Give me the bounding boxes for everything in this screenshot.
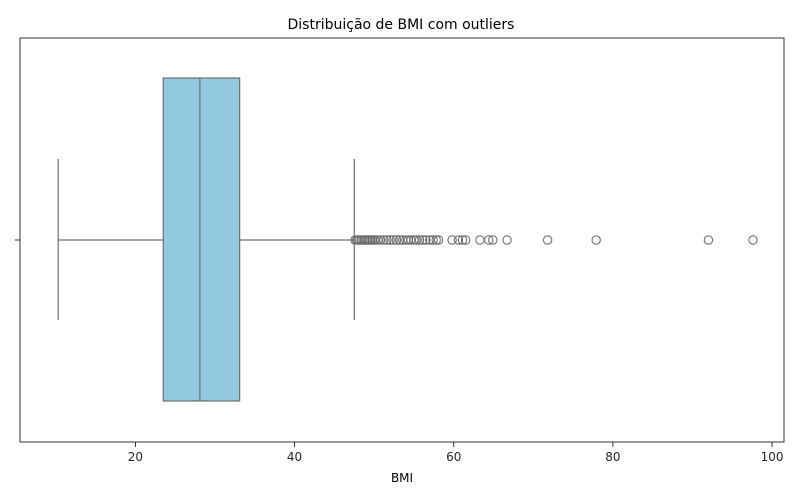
x-tick-label: 100 <box>761 450 784 464</box>
outlier-point <box>421 235 431 245</box>
x-tick-label: 20 <box>128 450 143 464</box>
interquartile-box <box>162 77 241 402</box>
outlier-point <box>748 235 758 245</box>
outlier-point <box>411 235 422 245</box>
x-axis-label: BMI <box>391 471 413 485</box>
x-axis: 20 40 60 80 100 <box>128 442 784 464</box>
outlier-point <box>502 235 512 245</box>
x-tick-label: 60 <box>446 450 461 464</box>
outlier-point <box>475 235 485 245</box>
outlier-point <box>378 235 389 245</box>
outlier-point <box>385 235 395 245</box>
outlier-point <box>428 235 438 245</box>
outlier-point <box>431 235 441 245</box>
outlier-point <box>382 235 392 245</box>
outlier-point <box>417 235 428 245</box>
outlier-points <box>350 235 758 245</box>
outlier-point <box>483 235 494 245</box>
outlier-point <box>391 235 402 245</box>
outlier-point <box>460 235 471 245</box>
outlier-point <box>433 235 444 245</box>
outlier-point <box>375 235 386 245</box>
x-tick-label: 40 <box>287 450 302 464</box>
outlier-point <box>447 235 457 245</box>
outlier-point <box>457 235 468 245</box>
outlier-point <box>591 235 601 245</box>
box-plot <box>57 77 355 402</box>
outlier-point <box>414 235 425 245</box>
chart-title: Distribuição de BMI com outliers <box>288 17 515 33</box>
outlier-point <box>487 235 498 245</box>
outlier-point <box>703 235 714 245</box>
x-tick-label: 80 <box>605 450 620 464</box>
outlier-point <box>542 235 553 245</box>
outlier-point <box>453 235 464 245</box>
outlier-point <box>388 235 398 245</box>
